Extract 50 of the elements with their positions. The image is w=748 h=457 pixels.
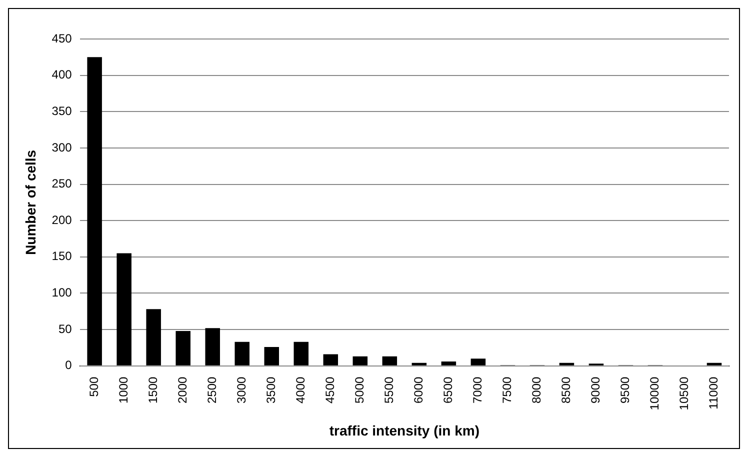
bar xyxy=(176,330,190,366)
x-tick-label: 4000 xyxy=(293,376,308,404)
x-tick-label: 8500 xyxy=(559,376,574,404)
y-tick-label: 250 xyxy=(52,176,72,191)
x-tick-label: 5500 xyxy=(382,376,396,404)
bar xyxy=(205,328,220,366)
x-axis-title: traffic intensity (in km) xyxy=(329,422,480,438)
x-tick-label: 9000 xyxy=(588,376,603,404)
x-tick-label: 500 xyxy=(86,376,101,397)
bar xyxy=(264,346,279,366)
x-tick-label: 2000 xyxy=(175,376,190,404)
y-tick-label: 450 xyxy=(52,31,72,46)
bar xyxy=(382,356,398,366)
y-tick-label: 200 xyxy=(52,212,72,227)
x-tick-label: 1500 xyxy=(146,376,160,404)
x-tick-label: 8000 xyxy=(530,376,544,404)
x-tick-label: 4500 xyxy=(322,376,337,404)
x-tick-label: 2500 xyxy=(204,376,219,404)
bar xyxy=(441,361,456,366)
bar xyxy=(323,354,338,366)
x-tick-label: 10500 xyxy=(677,376,692,410)
bar xyxy=(116,253,132,366)
x-tick-label: 1000 xyxy=(116,376,130,404)
y-tick-label: 300 xyxy=(52,140,72,154)
bar xyxy=(294,342,309,366)
bar xyxy=(559,362,574,366)
bar xyxy=(412,362,427,366)
y-tick-label: 150 xyxy=(52,249,72,264)
y-tick-label: 400 xyxy=(52,68,72,82)
bar xyxy=(87,57,102,366)
x-tick-label: 9500 xyxy=(618,376,632,404)
x-tick-label: 7500 xyxy=(500,376,514,404)
y-tick-label: 100 xyxy=(52,286,72,300)
x-tick-label: 3500 xyxy=(264,376,278,404)
x-tick-label: 5000 xyxy=(352,376,366,404)
x-tick-label: 11000 xyxy=(706,376,721,410)
x-tick-label: 7000 xyxy=(470,376,484,404)
bar xyxy=(352,356,368,366)
bar xyxy=(706,362,722,366)
bar xyxy=(146,309,161,366)
y-tick-label: 0 xyxy=(65,358,72,372)
bar xyxy=(470,358,486,366)
x-tick-label: 3000 xyxy=(234,376,248,404)
y-tick-label: 50 xyxy=(58,322,72,336)
x-tick-label: 6500 xyxy=(440,376,455,404)
y-tick-label: 350 xyxy=(52,104,72,118)
bar xyxy=(234,342,250,366)
x-tick-label: 6000 xyxy=(411,376,426,404)
y-axis-title: Number of cells xyxy=(22,150,38,255)
x-tick-label: 10000 xyxy=(648,376,662,410)
